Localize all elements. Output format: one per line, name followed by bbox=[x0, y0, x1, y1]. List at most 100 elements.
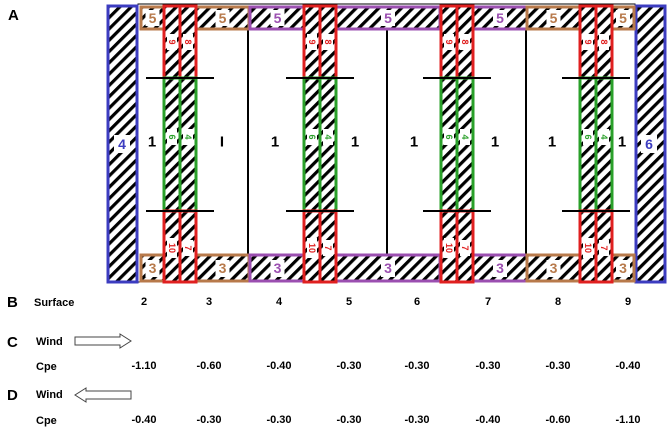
cpe-row-c: -1.10 -0.60 -0.40 -0.30 -0.30 -0.30 -0.30 -0.40 bbox=[131, 360, 640, 372]
zone-6-label: 6 bbox=[645, 136, 653, 152]
zone-9-label-4: 9 bbox=[583, 39, 593, 44]
zone-7-label-box-2 bbox=[323, 240, 333, 256]
cpe-row-d: -0.40 -0.30 -0.30 -0.30 -0.30 -0.40 -0.60 -1.10 bbox=[131, 414, 640, 426]
wind-label-d: Wind bbox=[36, 389, 63, 401]
zone-3-label-1: 3 bbox=[149, 260, 157, 276]
cpe-value-c-2: -0.60 bbox=[196, 360, 221, 372]
zone-10-label-4: 10 bbox=[583, 243, 593, 253]
zone-1-label-1: 1 bbox=[148, 134, 156, 151]
zone-9-label-box-2 bbox=[307, 34, 317, 50]
cpe-value-d-2: -0.30 bbox=[196, 414, 221, 426]
section-label-d: D bbox=[7, 387, 18, 404]
cpe-value-c-4: -0.30 bbox=[336, 360, 361, 372]
zone-5-label-box-3 bbox=[270, 10, 285, 26]
zone-5-label-box-2 bbox=[215, 10, 230, 26]
zone-9-label-3: 9 bbox=[444, 39, 454, 44]
zone-6-label-box-3 bbox=[444, 129, 454, 145]
zone-4-sub-label-1: 4 bbox=[183, 134, 193, 139]
zone-3-label-4: 3 bbox=[384, 260, 392, 276]
zone-5-label-box-4 bbox=[381, 10, 395, 26]
surface-value-4: 4 bbox=[276, 296, 283, 308]
zone-8-label-2: 8 bbox=[323, 39, 333, 44]
surface-row-label: Surface bbox=[34, 297, 74, 309]
zone-1-label-6: 1 bbox=[491, 134, 499, 151]
zone-10-label-3: 10 bbox=[444, 243, 454, 253]
arrow-right-icon bbox=[74, 333, 132, 349]
zone-3-label-7: 3 bbox=[619, 260, 627, 276]
cpe-label-d: Cpe bbox=[36, 415, 57, 427]
zone-3-label-box-3 bbox=[270, 260, 285, 277]
zone-9-label-2: 9 bbox=[307, 39, 317, 44]
cpe-value-d-3: -0.30 bbox=[266, 414, 291, 426]
zone-7-label-box-1 bbox=[183, 240, 193, 256]
zone-5-label-box-7 bbox=[616, 10, 630, 26]
surface-value-5: 5 bbox=[346, 296, 352, 308]
zone-6-label-box-2 bbox=[307, 129, 317, 145]
cpe-value-c-3: -0.40 bbox=[266, 360, 291, 372]
zone-9-label-box-4 bbox=[583, 34, 593, 50]
zone-3-label-box-4 bbox=[381, 260, 395, 277]
zone-10-label-2: 10 bbox=[307, 243, 317, 253]
zone-5-label-2: 5 bbox=[219, 10, 227, 26]
zone-9-label-1: 9 bbox=[167, 39, 177, 44]
zone-10-label-box-3 bbox=[444, 238, 454, 258]
zone-3-label-box-1 bbox=[145, 260, 160, 277]
cpe-value-c-1: -1.10 bbox=[131, 360, 156, 372]
zone-5-label-box-6 bbox=[546, 10, 561, 26]
cpe-value-d-5: -0.30 bbox=[404, 414, 429, 426]
zone-3-label-3: 3 bbox=[274, 260, 282, 276]
surface-value-6: 6 bbox=[414, 296, 420, 308]
section-label-b: B bbox=[7, 294, 18, 311]
wind-label-c: Wind bbox=[36, 336, 63, 348]
zone-3-label-box-5 bbox=[493, 260, 507, 277]
zone-8-label-box-4 bbox=[599, 34, 609, 50]
zone-5-label-1: 5 bbox=[149, 10, 157, 26]
zone-5-label-7: 5 bbox=[619, 10, 627, 26]
arrow-left-icon bbox=[74, 387, 132, 403]
surface-value-8: 8 bbox=[555, 296, 561, 308]
section-label-a: A bbox=[8, 7, 19, 24]
zone-7-label-box-3 bbox=[460, 240, 470, 256]
zone-3-label-2: 3 bbox=[219, 260, 227, 276]
surface-value-7: 7 bbox=[485, 296, 491, 308]
zone-10-label-box-1 bbox=[167, 238, 177, 258]
surface-value-3: 3 bbox=[206, 296, 212, 308]
zone-6-label-box bbox=[641, 135, 657, 153]
zone-9-label-box-3 bbox=[444, 34, 454, 50]
zone-7-label-2: 7 bbox=[323, 245, 333, 250]
zone-8-label-box-2 bbox=[323, 34, 333, 50]
zone-4-sub-label-4: 4 bbox=[599, 134, 609, 139]
surface-value-9: 9 bbox=[625, 296, 631, 308]
surface-value-2: 2 bbox=[141, 296, 147, 308]
zone-5-label-box-1 bbox=[145, 10, 160, 26]
zone-7-label-4: 7 bbox=[599, 245, 609, 250]
cpe-value-c-7: -0.30 bbox=[545, 360, 570, 372]
zone-3-label-box-6 bbox=[546, 260, 561, 277]
zone-6-sub-label-4: 6 bbox=[583, 134, 593, 139]
zone-8-label-box-3 bbox=[460, 34, 470, 50]
zone-3-label-box-7 bbox=[616, 260, 630, 277]
zone-8-label-4: 8 bbox=[599, 39, 609, 44]
zone-4-sub-label-box-2 bbox=[323, 129, 333, 145]
zone-4-sub-label-box-4 bbox=[599, 129, 609, 145]
zone-10-label-1: 10 bbox=[167, 243, 177, 253]
cpe-value-c-5: -0.30 bbox=[404, 360, 429, 372]
section-label-c: C bbox=[7, 334, 18, 351]
cpe-value-d-7: -0.60 bbox=[545, 414, 570, 426]
zone-5-label-box-5 bbox=[493, 10, 507, 26]
zone-5-label-6: 5 bbox=[550, 10, 558, 26]
zone-6-label-box-1 bbox=[167, 129, 177, 145]
zone-5-label-3: 5 bbox=[274, 10, 282, 26]
zone-6-label-box-4 bbox=[583, 129, 593, 145]
zone-7-label-1: 7 bbox=[183, 245, 193, 250]
zone-1-label-4: 1 bbox=[351, 134, 359, 151]
zone-1-label-2: I bbox=[220, 134, 224, 151]
cpe-value-d-6: -0.40 bbox=[475, 414, 500, 426]
zone-6-sub-label-3: 6 bbox=[444, 134, 454, 139]
zone-8-label-box-1 bbox=[183, 34, 193, 50]
cpe-value-d-1: -0.40 bbox=[131, 414, 156, 426]
zone-4-sub-label-box-1 bbox=[183, 129, 193, 145]
zone-7-label-3: 7 bbox=[460, 245, 470, 250]
zone-4-label: 4 bbox=[118, 136, 126, 152]
